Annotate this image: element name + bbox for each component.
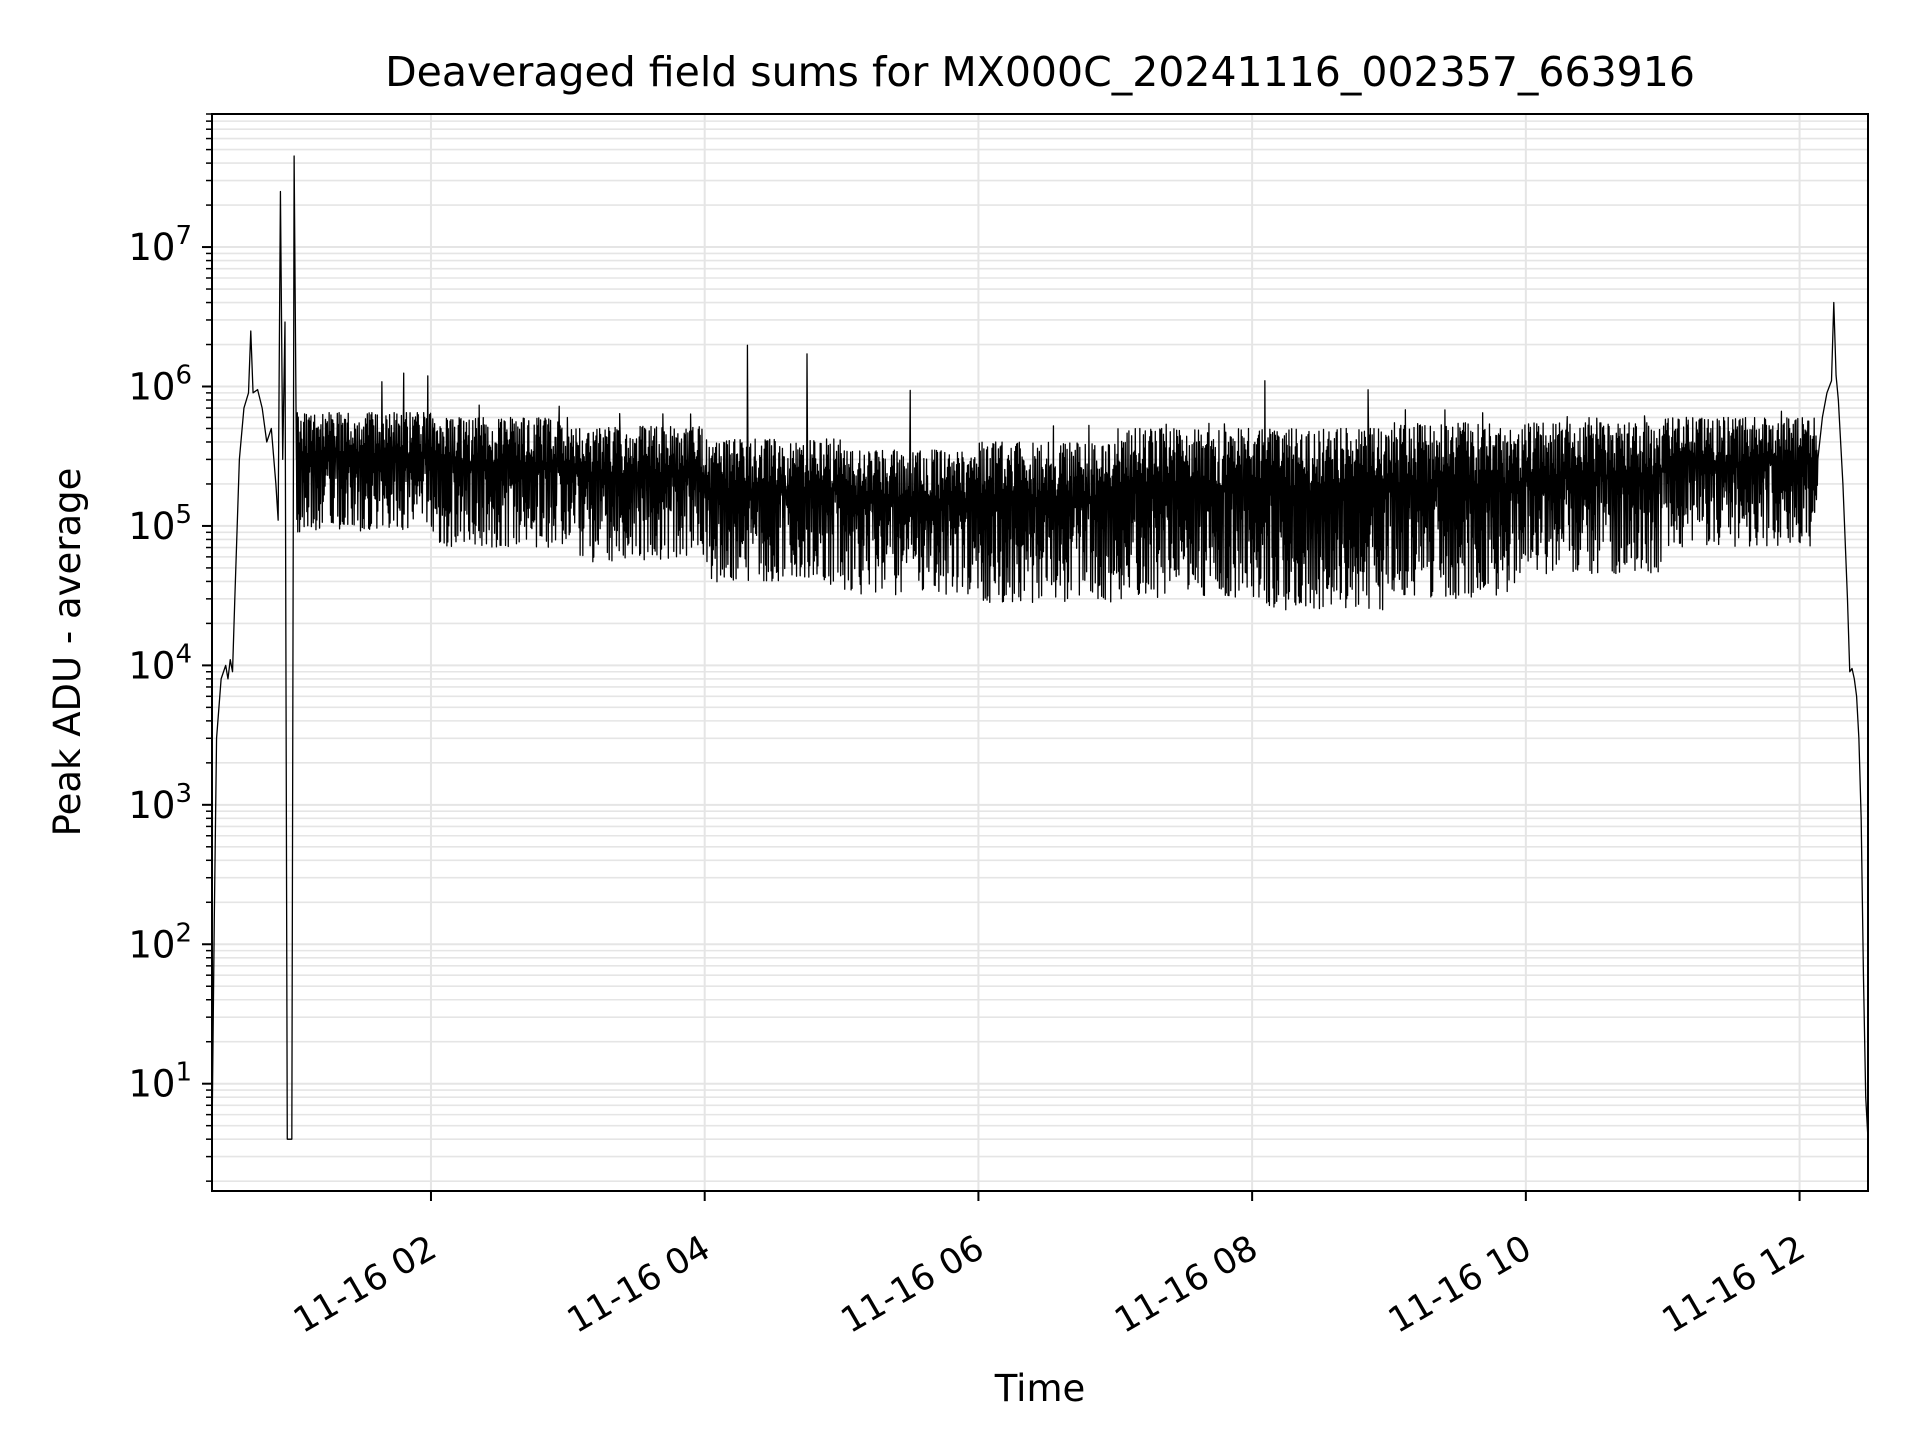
x-tick-label: 11-16 10 <box>1382 1228 1538 1341</box>
x-tick-label: 11-16 02 <box>287 1228 443 1341</box>
y-tick-label: 107 <box>128 221 192 269</box>
x-tick-label: 11-16 04 <box>561 1228 717 1341</box>
y-tick-label: 106 <box>128 360 192 408</box>
series-line <box>211 155 1869 1140</box>
y-tick-label: 104 <box>128 639 192 687</box>
y-tick-label: 101 <box>128 1058 192 1106</box>
plot-frame <box>211 113 1869 1192</box>
y-axis-label: Peak ADU - average <box>46 468 89 837</box>
x-tick-label: 11-16 12 <box>1656 1228 1812 1341</box>
x-tick-layer: 11-16 02 11-16 04 11-16 06 11-16 08 11-16 10… <box>287 1191 1812 1341</box>
y-tick-label: 105 <box>128 500 192 548</box>
y-tick-layer: 101 102 103 104 105 106 107 <box>128 113 212 1182</box>
grid-layer <box>212 113 1868 1191</box>
y-tick-label: 103 <box>128 779 192 827</box>
chart-title: Deaveraged field sums for MX000C_2024111… <box>385 48 1695 96</box>
x-tick-label: 11-16 06 <box>835 1228 991 1341</box>
series-layer <box>211 155 1869 1140</box>
y-tick-label: 102 <box>128 918 192 966</box>
x-tick-label: 11-16 08 <box>1108 1228 1264 1341</box>
x-axis-label: Time <box>994 1367 1086 1410</box>
